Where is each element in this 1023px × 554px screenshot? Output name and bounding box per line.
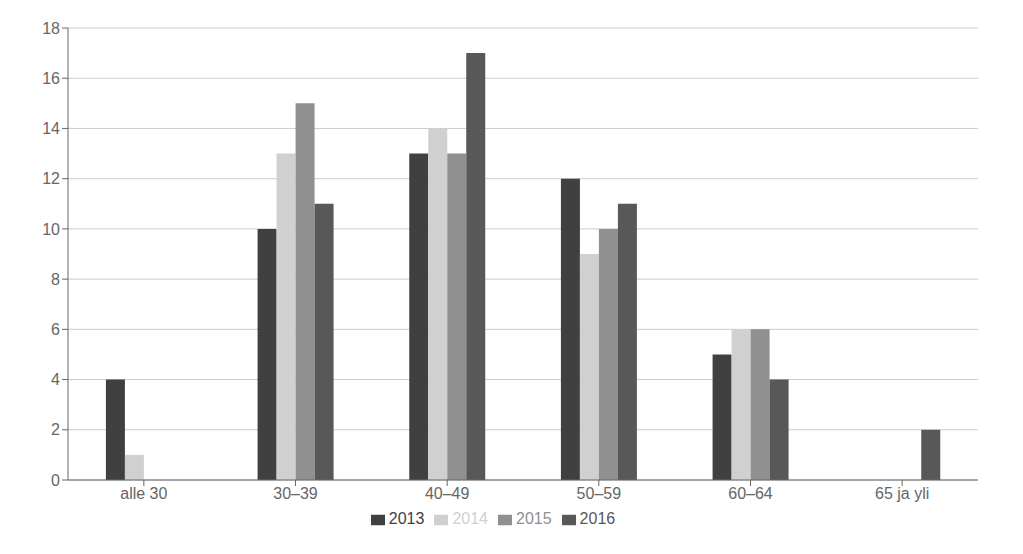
svg-text:14: 14 [42, 120, 60, 137]
svg-text:40–49: 40–49 [425, 485, 470, 502]
svg-text:16: 16 [42, 70, 60, 87]
svg-text:10: 10 [42, 221, 60, 238]
svg-text:4: 4 [51, 371, 60, 388]
svg-text:8: 8 [51, 271, 60, 288]
svg-text:6: 6 [51, 321, 60, 338]
svg-text:18: 18 [42, 20, 60, 37]
svg-text:50–59: 50–59 [577, 485, 622, 502]
svg-text:12: 12 [42, 170, 60, 187]
svg-text:30–39: 30–39 [273, 485, 318, 502]
html-text:2015: 2015 [516, 510, 552, 527]
html-text:2016: 2016 [579, 510, 616, 527]
svg-text:65 ja yli: 65 ja yli [875, 485, 929, 502]
svg-text:0: 0 [51, 472, 60, 489]
svg-text:2: 2 [51, 421, 60, 438]
html-text:2014: 2014 [452, 510, 488, 527]
svg-text:alle 30: alle 30 [120, 485, 167, 502]
svg-text:60–64: 60–64 [728, 485, 773, 502]
html-text:2013: 2013 [388, 510, 425, 527]
